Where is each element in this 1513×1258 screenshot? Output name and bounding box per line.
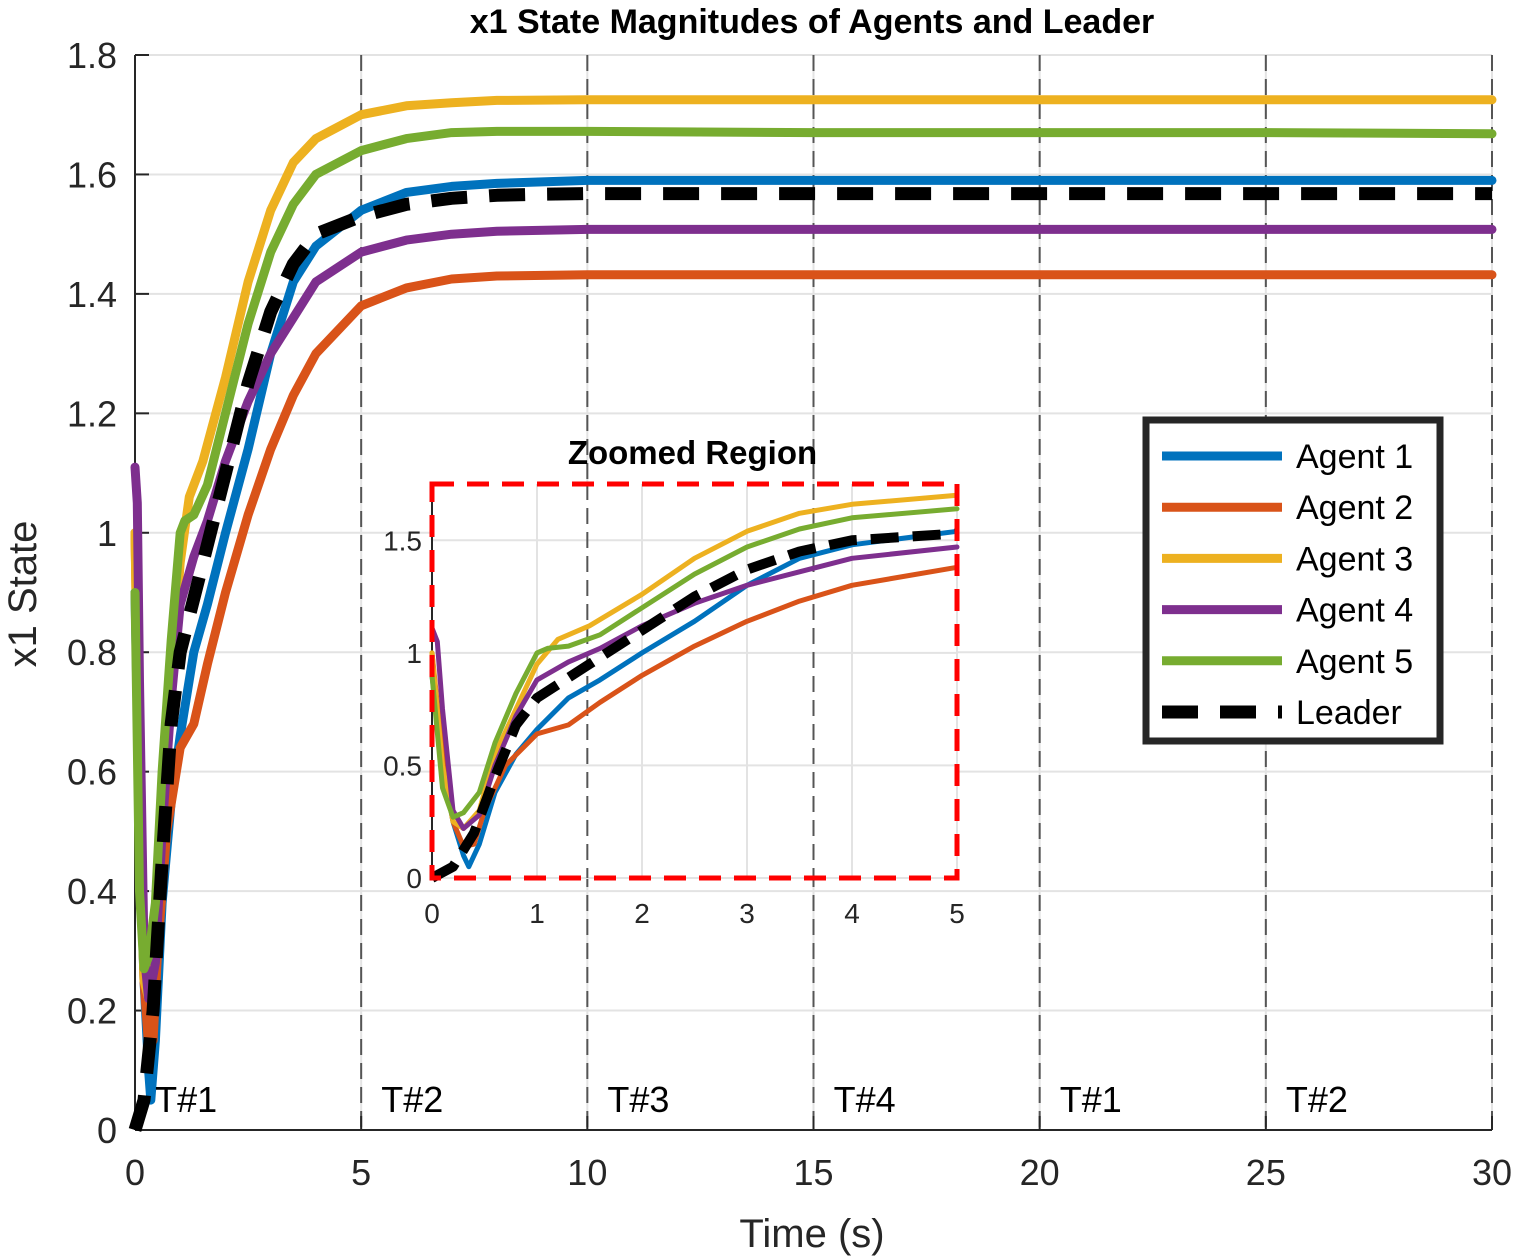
zoom-inset: 0 1 2 3 4 5 0 0.5 1 1.5 Zoomed Region [383,434,965,929]
inset-title: Zoomed Region [568,434,817,471]
inset-x-tick-label: 2 [634,898,650,929]
x-tick-label: 20 [1020,1152,1060,1193]
main-series [128,95,1497,1132]
x-tick-label: 30 [1472,1152,1512,1193]
y-tick-label: 1.8 [67,35,117,76]
topology-label: T#3 [607,1079,669,1120]
y-tick-label: 1 [97,513,117,554]
inset-x-tick-label: 5 [949,898,965,929]
y-tick-label: 0 [97,1110,117,1151]
legend-label: Agent 4 [1296,592,1413,630]
inset-x-tick-label: 1 [529,898,545,929]
x-tick-label: 5 [351,1152,371,1193]
inset-series-line-agent-3 [429,492,960,831]
inset-background [432,484,957,878]
x-tick-label: 25 [1246,1152,1286,1193]
inset-y-tick-label: 1.5 [383,525,422,556]
y-tick-label: 1.4 [67,274,117,315]
legend-label: Leader [1296,694,1402,732]
legend-label: Agent 3 [1296,540,1413,578]
y-tick-label: 0.4 [67,871,117,912]
y-tick-label: 0.6 [67,752,117,793]
inset-x-tick-label: 0 [424,898,440,929]
inset-y-tick-label: 1 [406,638,422,669]
inset-series-line-agent-5 [429,506,960,820]
inset-x-tick-label: 4 [844,898,860,929]
inset-series-line-agent-4 [429,544,960,831]
x-axis-label: Time (s) [739,1212,884,1256]
legend-label: Agent 5 [1296,643,1413,681]
y-axis-label: x1 State [1,521,45,668]
x-tick-label: 10 [567,1152,607,1193]
legend: Agent 1 Agent 2 Agent 3 Agent 4 Agent 5 Leade… [1142,416,1444,745]
series-line-agent-5 [130,126,1497,974]
inset-border [429,481,960,881]
topology-label: T#2 [381,1079,443,1120]
legend-label: Agent 1 [1296,438,1413,476]
x-tick-label: 0 [125,1152,145,1193]
topology-label: T#1 [1060,1079,1122,1120]
x-tick-label: 15 [793,1152,833,1193]
inset-series-line-agent-2 [429,564,960,849]
topology-label: T#4 [834,1079,896,1120]
y-tick-label: 0.8 [67,632,117,673]
series-line-agent-1 [130,175,1497,1105]
legend-label: Agent 2 [1296,489,1413,527]
series-line-leader [128,187,1492,1132]
y-tick-label: 1.6 [67,154,117,195]
inset-series-line-leader [429,528,958,883]
chart-title: x1 State Magnitudes of Agents and Leader [470,3,1155,41]
topology-labels: T#1 T#2 T#3 T#4 T#1 T#2 [155,1079,1348,1120]
topology-label: T#2 [1286,1079,1348,1120]
y-tick-label: 0.2 [67,991,117,1032]
legend-box [1142,416,1444,745]
y-tick-label: 1.2 [67,393,117,434]
inset-x-tick-label: 3 [739,898,755,929]
inset-y-tick-label: 0.5 [383,750,422,781]
inset-y-tick-label: 0 [406,863,422,894]
topology-label: T#1 [155,1079,217,1120]
